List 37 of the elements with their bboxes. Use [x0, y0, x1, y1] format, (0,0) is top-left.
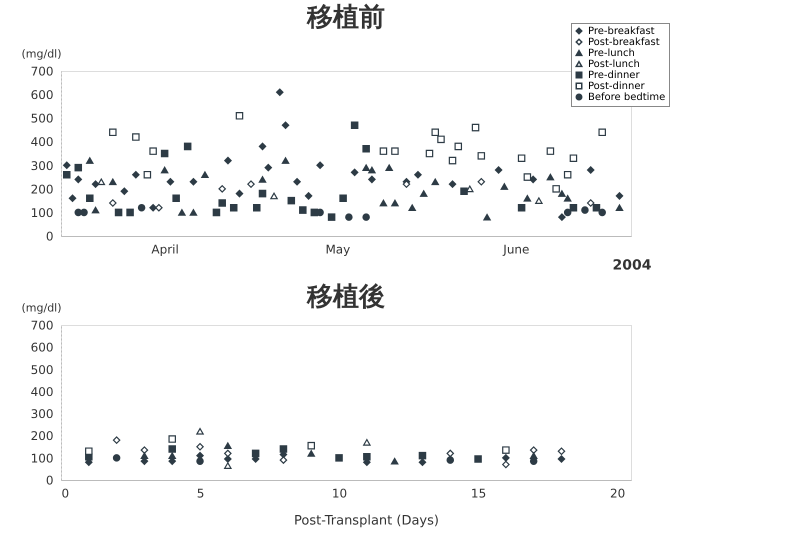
chart-title: 移植前	[306, 2, 385, 32]
legend-label: Pre-lunch	[588, 48, 635, 59]
y-tick-label: 200	[30, 429, 54, 444]
x-tick-label: May	[325, 242, 350, 256]
y-tick-label: 700	[30, 318, 54, 332]
x-axis-title: 2004	[612, 258, 652, 274]
legend-label: Post-lunch	[588, 59, 640, 70]
legend-label: Pre-breakfast	[588, 26, 655, 37]
x-tick-label: 0	[62, 486, 70, 500]
y-tick-label: 400	[30, 384, 54, 399]
y-tick-label: 200	[30, 182, 54, 196]
x-tick-label: April	[151, 242, 179, 256]
x-axis-title: Post-Transplant (Days)	[294, 514, 439, 528]
y-tick-label: 300	[30, 158, 54, 173]
chart-title: 移植後	[306, 282, 385, 312]
y-tick-label: 100	[30, 206, 54, 220]
y-tick-label: 400	[30, 135, 54, 150]
x-tick-label: 5	[196, 486, 204, 500]
y-tick-label: 300	[30, 407, 54, 422]
legend-label: Post-dinner	[588, 81, 646, 92]
legend-label: Before bedtime	[588, 92, 666, 103]
y-tick-label: 600	[30, 88, 54, 102]
y-tick-label: 500	[30, 362, 54, 377]
x-tick-label: June	[502, 242, 530, 256]
y-tick-label: 100	[30, 451, 54, 466]
x-tick-label: 20	[610, 486, 626, 500]
legend-label: Post-breakfast	[588, 37, 660, 48]
x-tick-label: 15	[470, 486, 486, 500]
y-tick-label: 0	[46, 474, 54, 488]
y-axis-title: (mg/dl)	[22, 48, 62, 60]
y-tick-label: 700	[30, 64, 54, 78]
legend-label: Pre-dinner	[588, 70, 640, 81]
x-tick-label: 10	[332, 486, 348, 500]
y-tick-label: 600	[30, 340, 54, 355]
y-tick-label: 500	[30, 112, 54, 126]
y-tick-label: 0	[46, 230, 54, 244]
y-axis-title: (mg/dl)	[22, 302, 62, 314]
